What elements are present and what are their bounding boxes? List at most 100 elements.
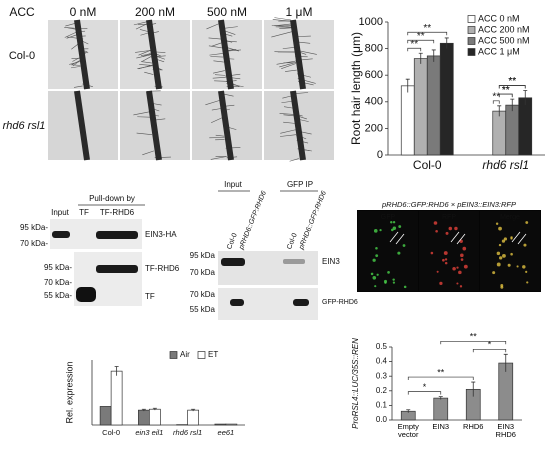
nucleus — [392, 226, 397, 231]
root-hair — [73, 85, 83, 88]
band-label: GFP-RHD6 — [322, 299, 358, 306]
root-hair — [64, 27, 76, 29]
band — [96, 231, 138, 239]
genotype-label: rhd6 rsl1 — [3, 120, 46, 132]
legend-swatch — [467, 15, 476, 23]
root-hair — [275, 26, 292, 28]
root-hair — [72, 60, 80, 67]
significance-bracket — [407, 391, 442, 395]
nucleus — [501, 239, 506, 243]
lane-label: TF — [79, 208, 89, 217]
error-bar — [497, 105, 502, 117]
marker: 70 kDa — [190, 268, 216, 277]
nucleus — [523, 243, 527, 247]
bar — [439, 42, 454, 156]
bar — [505, 104, 520, 156]
root-hair — [138, 64, 153, 70]
significance-label: ** — [423, 23, 431, 34]
significance-bracket — [407, 39, 435, 44]
root-hair — [279, 62, 297, 68]
legend-label: Air — [180, 350, 190, 359]
nucleus — [443, 251, 448, 255]
error-bar — [523, 90, 528, 106]
error-bar — [141, 408, 146, 412]
lane-label: Input — [51, 208, 70, 217]
root-hair — [279, 134, 297, 137]
significance-label: ** — [437, 367, 445, 377]
nucleus — [373, 229, 378, 233]
root-hair — [210, 156, 227, 160]
arrow — [456, 233, 466, 245]
root-hair — [289, 158, 299, 162]
significance-label: ** — [470, 332, 478, 342]
root-hair — [274, 17, 292, 21]
nucleus — [390, 220, 393, 224]
x-tick-label: RHD6 — [463, 423, 484, 431]
root — [146, 19, 162, 90]
root-hair — [208, 37, 222, 40]
nucleus — [516, 265, 519, 268]
root-hair — [65, 22, 76, 27]
x-tick-label: Col-0 — [413, 158, 442, 172]
confocal-panel — [358, 211, 418, 291]
root-hair — [283, 121, 295, 124]
root-hair — [70, 66, 81, 69]
x-tick-label: EIN3 — [432, 423, 450, 431]
nucleus — [433, 221, 438, 225]
nucleus — [403, 285, 407, 289]
nucleus — [460, 258, 464, 261]
nucleus — [379, 229, 382, 232]
root-hair — [133, 111, 150, 116]
channel-label: GFP — [381, 214, 396, 221]
error-bar — [431, 49, 436, 62]
x-tick-label: EIN3 RHD6 — [495, 423, 516, 440]
lane-label: pRHD6::GFP:RHD6 — [238, 190, 268, 251]
error-bar — [152, 407, 157, 411]
confocal-panel — [419, 211, 479, 291]
root-hair — [141, 61, 153, 64]
band — [76, 287, 96, 302]
nucleus — [500, 285, 504, 289]
band — [283, 259, 305, 264]
root-hair — [279, 27, 292, 29]
nucleus — [391, 228, 394, 232]
root-hair — [281, 63, 297, 69]
nucleus — [459, 285, 463, 288]
nucleus — [510, 237, 513, 240]
significance-label: ** — [410, 39, 418, 50]
root-hair — [280, 129, 296, 134]
nucleus — [456, 266, 459, 269]
nucleus — [496, 251, 501, 256]
nucleus — [526, 281, 529, 284]
error-bar — [503, 353, 508, 372]
root-hair — [140, 53, 151, 56]
root-hair — [212, 70, 225, 74]
treatment-label: ACC — [9, 5, 35, 19]
root-hair — [139, 29, 149, 32]
nucleus — [452, 266, 456, 271]
root-hair — [282, 95, 292, 99]
error-bar — [444, 37, 449, 49]
significance-bracket — [498, 93, 513, 98]
nucleus — [498, 243, 502, 247]
root-hair — [144, 71, 154, 75]
nucleus — [454, 226, 458, 231]
root-hair — [67, 27, 77, 30]
significance-bracket — [407, 376, 474, 381]
confocal-panel — [480, 211, 540, 291]
bar — [214, 423, 227, 426]
nucleus — [525, 270, 528, 274]
blot — [218, 251, 318, 285]
root-hair — [271, 24, 292, 28]
y-tick-label: 0.0 — [376, 415, 388, 424]
y-tick-label: 0.1 — [376, 401, 388, 410]
significance-label: ** — [417, 31, 425, 42]
significance-bracket — [440, 340, 507, 345]
band — [230, 299, 244, 306]
y-tick-label: 1000 — [359, 16, 383, 28]
root-hair — [215, 134, 225, 137]
band — [293, 299, 309, 306]
root-hair — [276, 60, 296, 65]
channel-label: RFP — [442, 214, 456, 221]
nucleus — [402, 244, 406, 247]
